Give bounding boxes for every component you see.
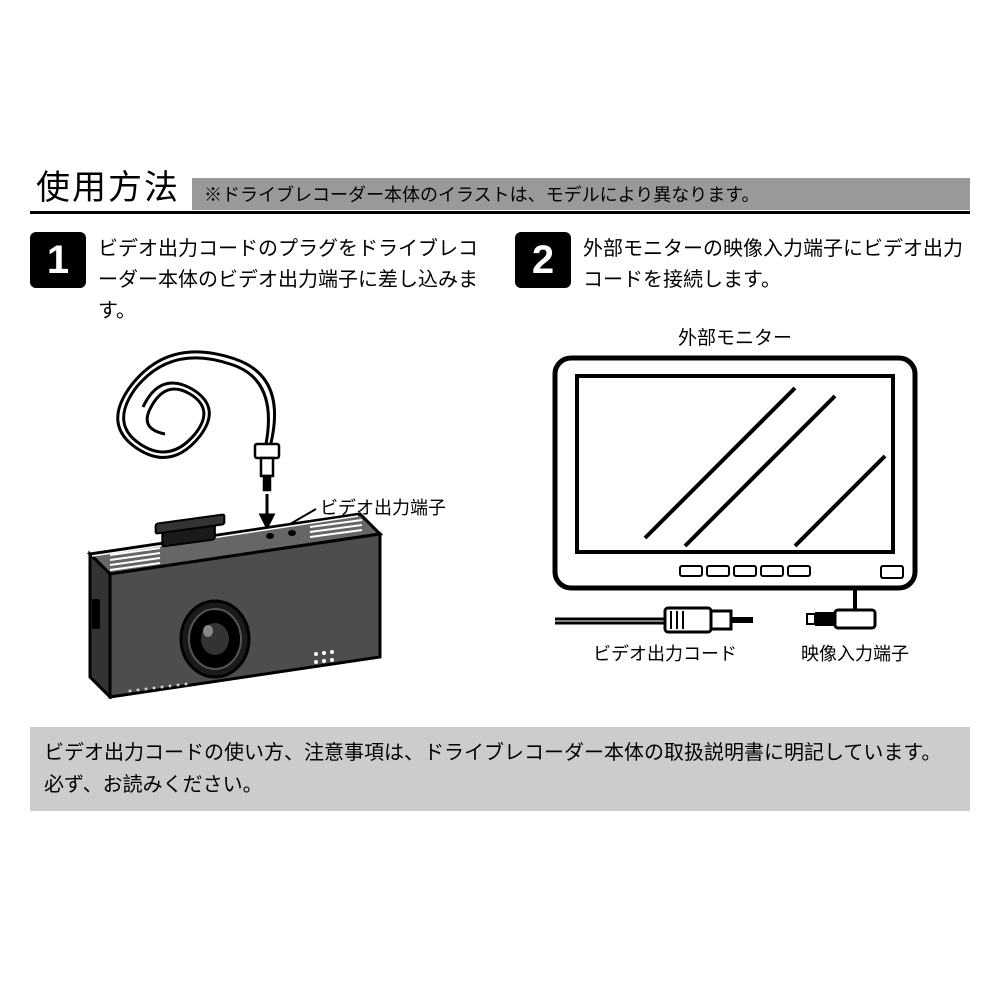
step-1-text: ビデオ出力コードのプラグをドライブレコーダー本体のビデオ出力端子に差し込みます。 xyxy=(98,232,485,327)
drive-recorder-diagram: ビデオ出力端子 xyxy=(30,339,470,699)
step-1-head: 1 ビデオ出力コードのプラグをドライブレコーダー本体のビデオ出力端子に差し込みま… xyxy=(30,232,485,327)
step-2-text: 外部モニターの映像入力端子にビデオ出力コードを接続します。 xyxy=(583,232,970,296)
step-1-illustration: ビデオ出力端子 xyxy=(30,339,485,699)
label-video-port: ビデオ出力端子 xyxy=(320,498,446,518)
external-monitor-diagram: 外部モニター xyxy=(515,308,955,668)
steps-row: 1 ビデオ出力コードのプラグをドライブレコーダー本体のビデオ出力端子に差し込みま… xyxy=(30,232,970,699)
label-external-monitor: 外部モニター xyxy=(678,327,792,349)
label-video-cable: ビデオ出力コード xyxy=(593,644,737,664)
step-2-illustration: 外部モニター xyxy=(515,308,970,668)
step-1-number: 1 xyxy=(30,232,86,288)
label-input-port: 映像入力端子 xyxy=(801,644,909,664)
page-title: 使用方法 xyxy=(30,160,180,211)
title-bar: 使用方法 ※ドライブレコーダー本体のイラストは、モデルにより異なります。 xyxy=(30,160,970,214)
step-2-head: 2 外部モニターの映像入力端子にビデオ出力コードを接続します。 xyxy=(515,232,970,296)
title-note: ※ドライブレコーダー本体のイラストは、モデルにより異なります。 xyxy=(192,178,970,210)
step-2-number: 2 xyxy=(515,232,571,288)
content-container: 使用方法 ※ドライブレコーダー本体のイラストは、モデルにより異なります。 1 ビ… xyxy=(0,0,1000,811)
note-box: ビデオ出力コードの使い方、注意事項は、ドライブレコーダー本体の取扱説明書に明記し… xyxy=(30,727,970,811)
step-1: 1 ビデオ出力コードのプラグをドライブレコーダー本体のビデオ出力端子に差し込みま… xyxy=(30,232,485,699)
step-2: 2 外部モニターの映像入力端子にビデオ出力コードを接続します。 外部モニター xyxy=(515,232,970,699)
